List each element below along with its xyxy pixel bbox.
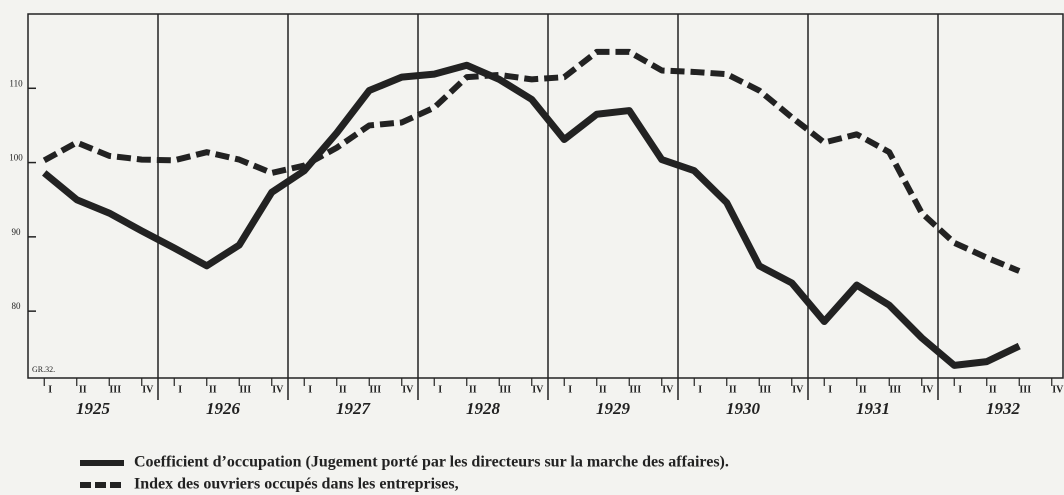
series-line	[42, 48, 1021, 274]
x-tick-label: I	[48, 384, 52, 395]
y-tick-label: 110	[9, 78, 23, 88]
x-tick-label: II	[859, 384, 867, 395]
x-tick-label: I	[698, 384, 702, 395]
x-tick-label: III	[629, 384, 641, 395]
x-tick-label: II	[209, 384, 217, 395]
y-tick-label: 80	[12, 301, 22, 311]
year-label: 1929	[596, 399, 631, 418]
x-tick-label: I	[178, 384, 182, 395]
y-tick-label: 90	[12, 227, 22, 237]
x-tick-label: IV	[792, 384, 804, 395]
legend-label: Coefficient d’occupation (Jugement porté…	[134, 454, 729, 471]
x-tick-label: IV	[532, 384, 544, 395]
x-tick-label: IV	[662, 384, 674, 395]
x-tick-label: I	[438, 384, 442, 395]
year-label: 1928	[466, 399, 501, 418]
x-tick-label: IV	[142, 384, 154, 395]
plot-frame	[27, 13, 1064, 379]
x-tick-label: III	[239, 384, 251, 395]
x-tick-label: III	[499, 384, 511, 395]
x-tick-label: II	[339, 384, 347, 395]
annotation: GR.32.	[32, 365, 55, 374]
x-tick-label: I	[958, 384, 962, 395]
legend-label: Index des ouvriers occupés dans les entr…	[134, 476, 459, 493]
x-tick-label: III	[889, 384, 901, 395]
x-tick-label: II	[469, 384, 477, 395]
year-label: 1930	[726, 399, 761, 418]
x-tick-label: III	[369, 384, 381, 395]
year-label: 1927	[336, 399, 372, 418]
x-tick-label: II	[79, 384, 87, 395]
x-tick-label: I	[828, 384, 832, 395]
x-tick-label: IV	[272, 384, 284, 395]
x-tick-label: III	[1019, 384, 1031, 395]
x-tick-label: IV	[1052, 384, 1064, 395]
year-label: 1932	[986, 399, 1021, 418]
x-tick-label: IV	[922, 384, 934, 395]
x-tick-label: I	[308, 384, 312, 395]
x-tick-label: III	[759, 384, 771, 395]
year-label: 1926	[206, 399, 241, 418]
x-tick-label: II	[989, 384, 997, 395]
y-tick-label: 100	[9, 153, 23, 163]
x-tick-label: III	[109, 384, 121, 395]
year-label: 1925	[76, 399, 111, 418]
year-label: 1931	[856, 399, 890, 418]
x-tick-label: I	[568, 384, 572, 395]
series-line	[42, 61, 1021, 369]
x-tick-label: IV	[402, 384, 414, 395]
x-tick-label: II	[729, 384, 737, 395]
x-tick-label: II	[599, 384, 607, 395]
